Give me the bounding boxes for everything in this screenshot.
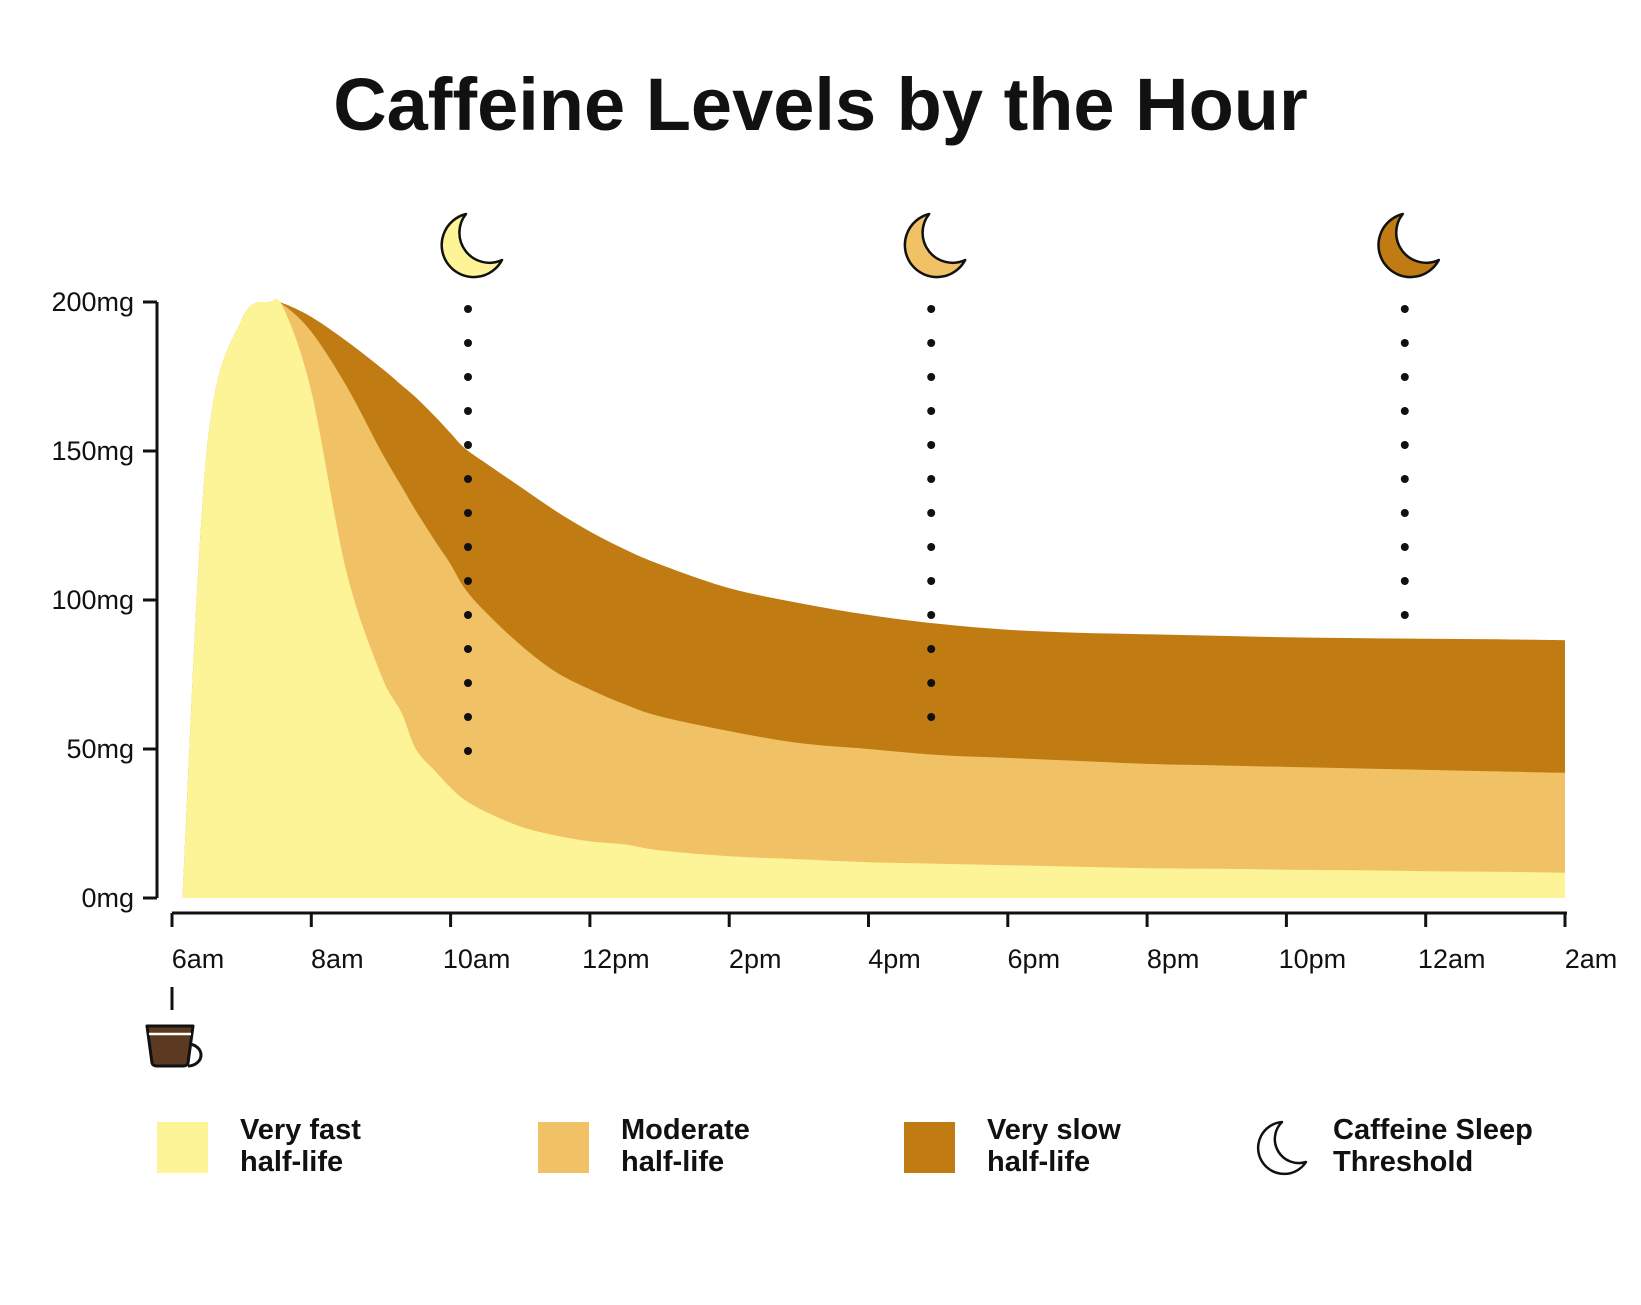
- threshold-dot: [1400, 407, 1409, 415]
- legend-label-line1: Very fast: [240, 1114, 361, 1146]
- moon-icon-very-fast: [440, 212, 504, 279]
- threshold-dot: [464, 305, 472, 313]
- threshold-dot: [464, 509, 472, 517]
- y-tick-label: 0mg: [81, 883, 134, 913]
- legend-label-line2: Threshold: [1333, 1146, 1474, 1178]
- x-tick-label: 2pm: [729, 944, 782, 974]
- moon-icon-moderate: [903, 212, 967, 279]
- legend-label-very-slow: Very slow half-life: [987, 1114, 1267, 1178]
- legend-swatch-very-slow: [904, 1122, 955, 1173]
- threshold-dot: [1400, 441, 1409, 449]
- threshold-dot: [464, 747, 472, 755]
- threshold-dot: [464, 645, 472, 653]
- threshold-dot: [464, 679, 472, 687]
- y-tick-label: 50mg: [66, 734, 134, 764]
- threshold-dot: [464, 577, 472, 585]
- threshold-dot: [927, 509, 936, 517]
- threshold-dot: [1400, 475, 1409, 483]
- threshold-dot: [927, 611, 936, 619]
- x-tick-label: 8pm: [1147, 944, 1200, 974]
- threshold-dot: [927, 305, 936, 313]
- threshold-dot: [1400, 305, 1409, 313]
- y-tick-label: 150mg: [51, 436, 134, 466]
- coffee-cup-icon: [145, 1024, 203, 1068]
- x-tick-label: 4pm: [868, 944, 921, 974]
- sleep-threshold-marker: [440, 212, 504, 755]
- legend-label-very-fast: Very fast half-life: [240, 1114, 520, 1178]
- threshold-dot: [464, 543, 472, 551]
- area-moderate: [182, 300, 1565, 899]
- axes: 0mg 50mg 100mg 150mg 200mg 6am 8am 10am 12pm 2pm 4…: [51, 287, 1617, 974]
- sleep-threshold-marker: [1377, 212, 1441, 619]
- threshold-dot: [927, 713, 936, 721]
- sleep-threshold-markers: [440, 212, 1441, 755]
- moon-icon-very-slow: [1377, 212, 1441, 279]
- legend-label-line1: Caffeine Sleep: [1333, 1114, 1533, 1146]
- threshold-dot: [927, 645, 936, 653]
- y-tick-label: 100mg: [51, 585, 134, 615]
- threshold-dot: [927, 475, 936, 483]
- x-tick-label: 10pm: [1279, 944, 1347, 974]
- threshold-dot: [464, 373, 472, 381]
- threshold-dot: [464, 611, 472, 619]
- area-series-group: [182, 298, 1565, 899]
- threshold-dot: [927, 407, 936, 415]
- legend-label-line2: half-life: [987, 1146, 1091, 1178]
- legend-swatch-very-fast: [157, 1122, 208, 1173]
- legend-label-line2: half-life: [621, 1146, 725, 1178]
- threshold-dot: [464, 713, 472, 721]
- intake-marker: [145, 987, 203, 1068]
- x-tick-label: 10am: [443, 944, 511, 974]
- threshold-dot: [927, 679, 936, 687]
- threshold-dot: [927, 373, 936, 381]
- legend-label-moderate: Moderate half-life: [621, 1114, 901, 1178]
- y-tick-label: 200mg: [51, 287, 134, 317]
- area-very-fast: [182, 298, 1565, 898]
- x-tick-label: 12am: [1418, 944, 1486, 974]
- threshold-dot: [1400, 373, 1409, 381]
- threshold-dot: [1400, 543, 1409, 551]
- x-tick-label: 6am: [172, 944, 225, 974]
- legend-label-line1: Very slow: [987, 1114, 1121, 1146]
- threshold-dot: [1400, 339, 1409, 347]
- sleep-threshold-marker: [903, 212, 967, 721]
- threshold-dot: [464, 407, 472, 415]
- legend-swatch-moderate: [538, 1122, 589, 1173]
- x-tick-label: 2am: [1565, 944, 1618, 974]
- threshold-dot: [927, 543, 936, 551]
- threshold-dot: [1400, 611, 1409, 619]
- threshold-dot: [1400, 509, 1409, 517]
- threshold-dot: [927, 577, 936, 585]
- legend-label-line1: Moderate: [621, 1114, 750, 1146]
- legend-label-sleep-threshold: Caffeine Sleep Threshold: [1333, 1114, 1613, 1178]
- chart-title: Caffeine Levels by the Hour: [333, 63, 1308, 146]
- legend-label-line2: half-life: [240, 1146, 344, 1178]
- threshold-dot: [927, 441, 936, 449]
- x-tick-label: 12pm: [582, 944, 650, 974]
- moon-icon: [1256, 1120, 1308, 1176]
- legend: Very fast half-life Moderate half-life V…: [0, 1114, 1641, 1198]
- x-tick-label: 8am: [311, 944, 364, 974]
- threshold-dot: [464, 339, 472, 347]
- threshold-dot: [927, 339, 936, 347]
- threshold-dot: [1400, 577, 1409, 585]
- x-tick-label: 6pm: [1008, 944, 1061, 974]
- threshold-dot: [464, 475, 472, 483]
- threshold-dot: [464, 441, 472, 449]
